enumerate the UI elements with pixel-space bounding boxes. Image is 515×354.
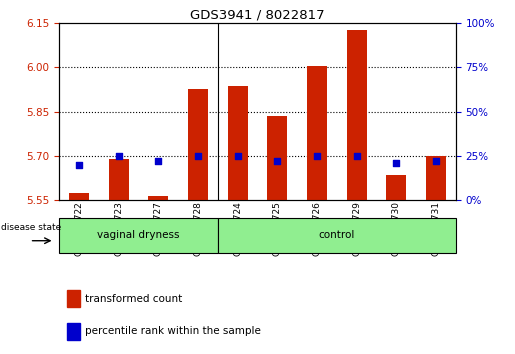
Bar: [347, 30, 367, 200]
Point: [154, 158, 162, 164]
Bar: [188, 90, 208, 200]
Bar: [228, 86, 248, 200]
Bar: [69, 193, 89, 200]
Point: [194, 153, 202, 159]
Bar: [267, 116, 287, 200]
Point: [75, 162, 83, 167]
Point: [273, 158, 281, 164]
Text: vaginal dryness: vaginal dryness: [97, 230, 180, 240]
Point: [114, 153, 123, 159]
Bar: [386, 175, 406, 200]
Text: percentile rank within the sample: percentile rank within the sample: [85, 326, 261, 336]
Point: [233, 153, 242, 159]
Bar: [148, 195, 168, 200]
Text: disease state: disease state: [1, 223, 61, 232]
Title: GDS3941 / 8022817: GDS3941 / 8022817: [190, 9, 325, 22]
Point: [432, 158, 440, 164]
Bar: [426, 156, 446, 200]
Bar: [307, 66, 327, 200]
Text: control: control: [319, 230, 355, 240]
Bar: [67, 290, 80, 307]
Point: [392, 160, 401, 166]
Point: [313, 153, 321, 159]
Bar: [109, 159, 129, 200]
FancyBboxPatch shape: [59, 218, 218, 253]
FancyBboxPatch shape: [218, 218, 456, 253]
Text: transformed count: transformed count: [85, 294, 182, 304]
Point: [352, 153, 360, 159]
Bar: [67, 323, 80, 340]
